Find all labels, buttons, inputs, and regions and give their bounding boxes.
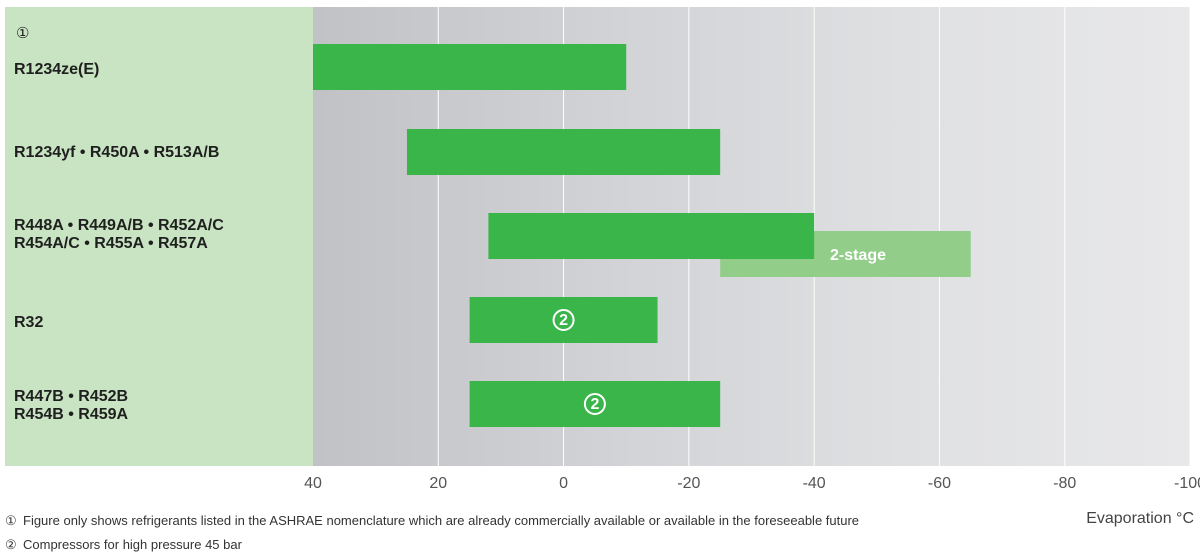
x-axis-label: Evaporation °C bbox=[1086, 510, 1194, 527]
bar-label: 2-stage bbox=[830, 247, 886, 264]
footnote-1: ① Figure only shows refrigerants listed i… bbox=[5, 513, 859, 529]
x-tick-label: 0 bbox=[559, 475, 568, 492]
x-tick-label: -80 bbox=[1053, 475, 1076, 492]
refrigerant-label-line: R454A/C • R455A • R457A bbox=[14, 235, 208, 252]
x-tick-label: -100 bbox=[1174, 475, 1200, 492]
refrigerant-label-panel bbox=[5, 7, 313, 466]
bar-marker-circle bbox=[552, 309, 575, 331]
footnote-text: Compressors for high pressure 45 bar bbox=[23, 537, 242, 552]
operating-range-bar bbox=[406, 129, 721, 175]
operating-range-bar bbox=[313, 44, 627, 90]
bar-marker-circle bbox=[583, 393, 606, 415]
refrigerant-label-2: R448A • R449A/B • R452A/C R454A/C • R455… bbox=[14, 217, 224, 253]
x-tick-label: -20 bbox=[677, 475, 700, 492]
x-tick-label: -60 bbox=[928, 475, 951, 492]
note-marker: ① bbox=[16, 25, 30, 42]
refrigerant-label-line: R1234yf • R450A • R513A/B bbox=[14, 144, 220, 161]
refrigerant-label-3: R32 bbox=[14, 314, 43, 332]
refrigerant-label-line: R1234ze(E) bbox=[14, 61, 100, 78]
x-tick-label: 40 bbox=[304, 475, 322, 492]
refrigerant-label-line: R32 bbox=[14, 314, 44, 331]
footnote-text: Figure only shows refrigerants listed in… bbox=[23, 513, 860, 528]
operating-range-bar bbox=[469, 381, 721, 427]
evaporation-range-chart: 40 20 0 -20 -40 -60 -80 -100 2-stage 2 2 bbox=[304, 44, 1200, 492]
refrigerant-label-4: R447B • R452B R454B • R459A bbox=[14, 388, 128, 424]
footnote-symbol: ① bbox=[5, 513, 17, 528]
x-tick-label: -40 bbox=[803, 475, 826, 492]
footnote-symbol: ② bbox=[5, 537, 17, 552]
operating-range-bar bbox=[469, 297, 658, 343]
x-tick-label: 20 bbox=[429, 475, 447, 492]
footnote-2: ② Compressors for high pressure 45 bar bbox=[5, 537, 242, 553]
refrigerant-label-line: R447B • R452B bbox=[14, 388, 129, 405]
refrigerant-label-line: R448A • R449A/B • R452A/C bbox=[14, 217, 224, 234]
bar-marker-number: 2 bbox=[559, 312, 568, 329]
refrigerant-label-0: R1234ze(E) bbox=[14, 61, 99, 79]
bar-marker-number: 2 bbox=[590, 396, 599, 413]
refrigerant-label-1: R1234yf • R450A • R513A/B bbox=[14, 144, 219, 162]
operating-range-bar bbox=[488, 213, 815, 259]
refrigerant-label-line: R454B • R459A bbox=[14, 406, 129, 423]
